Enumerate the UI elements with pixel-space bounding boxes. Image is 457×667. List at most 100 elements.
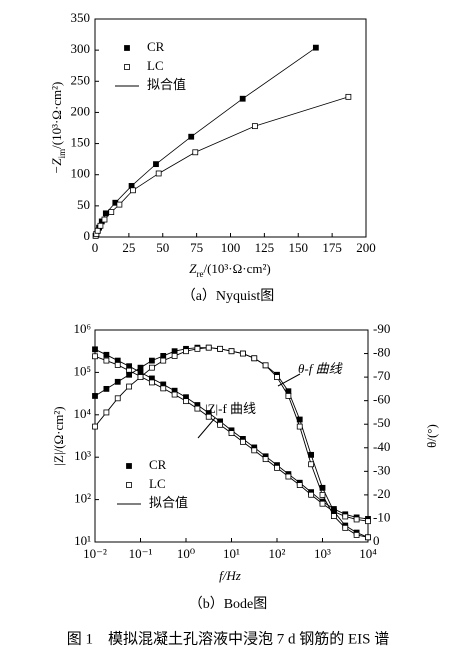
marker [160, 353, 167, 359]
x-tick-label: 10⁰ [177, 546, 195, 561]
marker [308, 451, 315, 458]
marker [183, 398, 189, 405]
x-tick-label: 50 [156, 240, 169, 255]
marker [217, 421, 224, 428]
figure-caption: 图 1 模拟混凝土孔溶液中浸泡 7 d 钢筋的 EIS 谱 [67, 630, 390, 647]
marker [239, 438, 246, 445]
fit-line [95, 96, 349, 236]
marker [97, 222, 104, 229]
x-tick-label: 10¹ [223, 546, 240, 561]
marker [153, 161, 159, 168]
marker [92, 353, 98, 360]
label-sub: re [196, 269, 203, 279]
marker [103, 385, 110, 392]
marker [124, 45, 130, 51]
marker [130, 187, 136, 194]
marker [188, 133, 195, 140]
marker [262, 456, 269, 463]
x-tick-label: 10² [269, 546, 286, 561]
marker [103, 351, 110, 358]
x-tick-label: 175 [322, 240, 342, 255]
marker [262, 362, 269, 369]
y-tick-label: 10³ [74, 448, 91, 463]
marker [192, 149, 199, 156]
label-main: Z [189, 261, 197, 276]
y2-tick-label: -20 [373, 486, 390, 501]
axis-label: −Zim/(10³·Ω·cm²) [49, 82, 67, 175]
marker [103, 409, 110, 416]
y2-tick-label: 0 [373, 533, 380, 548]
y-tick-label: 50 [77, 197, 90, 212]
marker [137, 364, 144, 371]
chart-caption: （a）Nyquist图 [182, 288, 275, 304]
marker [274, 374, 280, 381]
x-tick-label: 25 [122, 240, 135, 255]
marker [126, 482, 132, 488]
marker [101, 216, 108, 223]
axis-label: θ/(°) [424, 424, 439, 448]
marker [228, 430, 235, 437]
marker [296, 482, 303, 488]
x-tick-label: 10⁴ [359, 546, 377, 561]
marker [102, 210, 109, 217]
fit-line [95, 47, 317, 236]
y2-tick-label: -10 [373, 509, 390, 524]
axis-label: f/Hz [219, 568, 241, 583]
marker [108, 209, 115, 215]
y2-tick-label: -60 [373, 392, 390, 407]
marker [319, 500, 326, 507]
x-tick-label: 10⁻¹ [129, 546, 153, 561]
marker [114, 378, 121, 385]
marker [342, 513, 349, 520]
marker [137, 374, 144, 381]
fit-line [94, 347, 369, 538]
y-tick-label: 300 [71, 41, 91, 56]
y-tick-label: 10⁶ [73, 321, 91, 336]
legend-label: CR [147, 39, 165, 54]
marker [92, 346, 98, 353]
legend-label: 拟合值 [147, 77, 186, 92]
annotation: |Z|-f 曲线 [205, 401, 256, 416]
marker [308, 461, 315, 468]
plot-frame [94, 18, 367, 238]
marker [285, 473, 292, 480]
marker [92, 423, 98, 430]
marker [239, 350, 246, 357]
marker [103, 357, 110, 364]
marker [171, 391, 178, 398]
label-sub: im [57, 149, 67, 159]
y2-tick-label: -30 [373, 462, 390, 477]
y-tick-label: 10² [74, 491, 91, 506]
marker [285, 393, 292, 399]
axis-label: Zre/(10³·Ω·cm²) [189, 261, 271, 279]
y-tick-label: 10⁴ [73, 406, 91, 421]
marker [353, 516, 360, 523]
marker [126, 463, 132, 469]
chart-caption: （b）Bode图 [189, 596, 268, 612]
y-tick-label: 350 [71, 10, 91, 25]
x-tick-label: 100 [221, 240, 241, 255]
marker [116, 201, 123, 208]
x-tick-label: 75 [190, 240, 203, 255]
x-tick-label: 10⁻² [83, 546, 107, 561]
marker [160, 357, 167, 364]
marker [160, 385, 167, 392]
annotation: θ-f 曲线 [298, 361, 343, 376]
x-tick-label: 200 [356, 240, 376, 255]
marker [319, 491, 326, 498]
marker [171, 353, 178, 359]
y-tick-label: 150 [71, 135, 91, 150]
y-tick-label: 0 [84, 228, 91, 243]
x-tick-label: 10³ [314, 546, 331, 561]
marker [251, 447, 258, 454]
label-rest: /(10³·Ω·cm²) [49, 82, 64, 149]
marker [94, 227, 101, 234]
marker [296, 423, 303, 430]
marker [126, 371, 133, 378]
marker [171, 348, 178, 355]
marker [217, 345, 224, 352]
marker [126, 383, 133, 390]
axis-label: |Z|/(Ω·cm²) [51, 406, 66, 465]
y-tick-label: 200 [71, 103, 91, 118]
legend-label: LC [149, 476, 166, 491]
